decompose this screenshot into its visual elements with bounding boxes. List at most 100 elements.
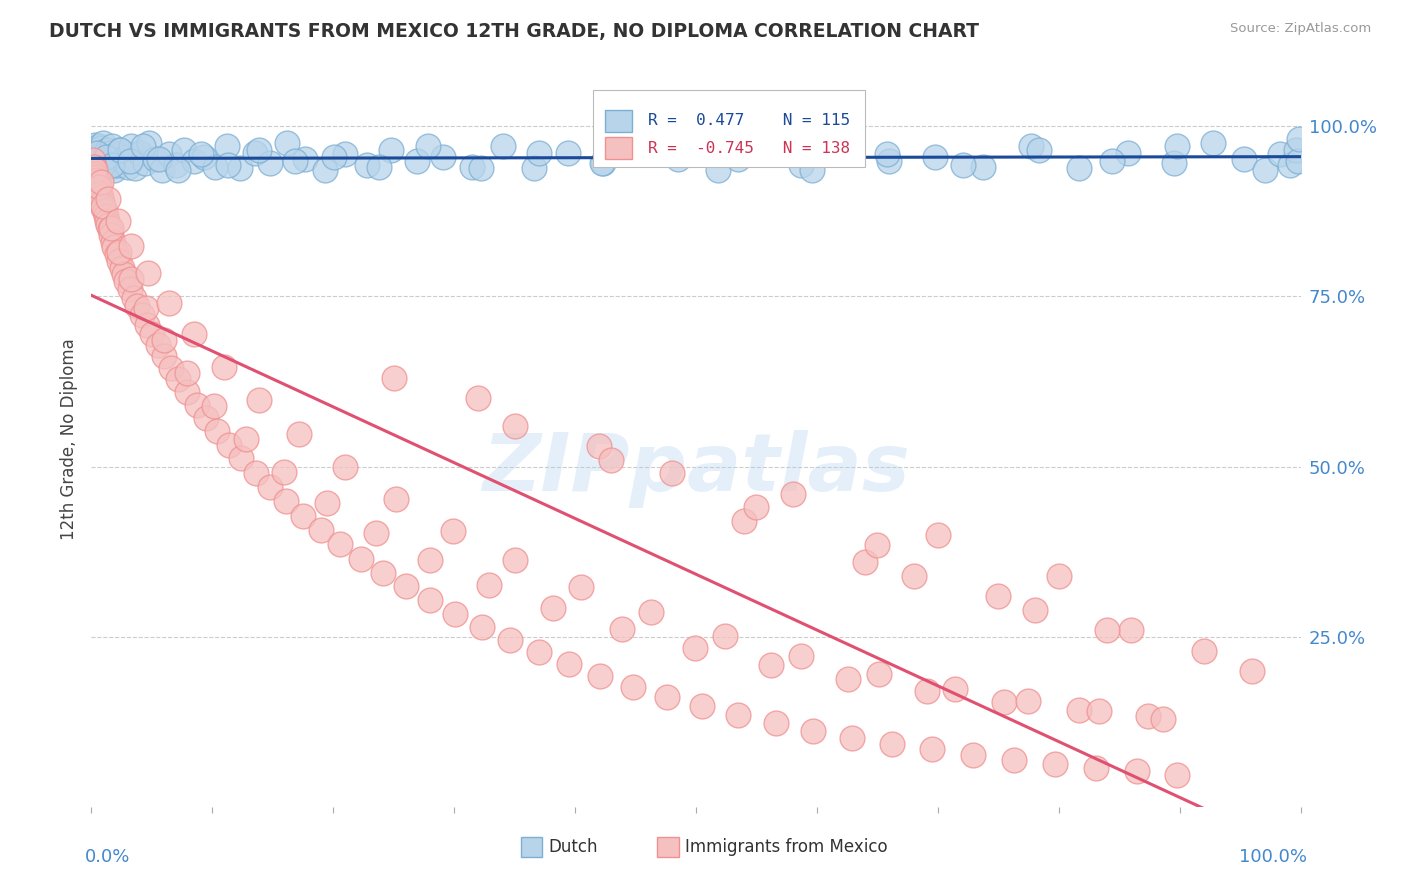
Point (134, 156, 156, 170)
Point (921, 742, 943, 756)
Point (94, 149, 117, 163)
Point (218, 438, 240, 452)
Point (202, 399, 225, 413)
Point (111, 154, 134, 169)
Point (103, 163, 125, 178)
Point (84, 169, 107, 184)
Point (972, 160, 994, 174)
Point (853, 555, 876, 569)
Point (441, 524, 464, 538)
Point (314, 163, 336, 178)
Point (591, 156, 613, 170)
Point (87, 180, 110, 194)
Point (1116, 146, 1139, 161)
Point (157, 147, 180, 161)
Point (150, 163, 173, 178)
Point (82, 153, 104, 167)
Point (1024, 602, 1046, 616)
Point (467, 392, 489, 406)
Point (82, 149, 104, 163)
Point (503, 553, 526, 567)
Point (329, 537, 352, 551)
Point (153, 349, 176, 363)
Point (108, 244, 131, 259)
Point (461, 160, 484, 174)
Point (84, 156, 107, 170)
Point (323, 149, 346, 163)
Point (153, 333, 176, 347)
Point (866, 538, 889, 552)
Point (132, 139, 155, 153)
Point (1018, 694, 1040, 708)
Point (491, 139, 513, 153)
Point (276, 136, 298, 150)
Point (943, 681, 966, 696)
Point (628, 136, 651, 150)
Point (94, 160, 117, 174)
Point (1121, 623, 1143, 637)
Point (1202, 136, 1225, 150)
Bar (657, 837, 679, 857)
Point (952, 158, 974, 172)
Point (471, 620, 494, 634)
Point (145, 152, 167, 166)
Point (84, 167, 107, 181)
Point (405, 154, 427, 169)
Point (841, 731, 863, 745)
Point (120, 139, 142, 153)
Point (1278, 158, 1301, 172)
Point (136, 266, 159, 280)
Point (801, 163, 824, 178)
Point (86, 145, 108, 159)
Text: DUTCH VS IMMIGRANTS FROM MEXICO 12TH GRADE, NO DIPLOMA CORRELATION CHART: DUTCH VS IMMIGRANTS FROM MEXICO 12TH GRA… (49, 22, 979, 41)
Point (1002, 753, 1025, 767)
Bar (605, 137, 631, 160)
Point (727, 152, 749, 166)
Point (107, 158, 129, 172)
Text: ZIPpatlas: ZIPpatlas (482, 430, 910, 508)
Point (523, 161, 546, 175)
Point (621, 680, 644, 694)
Point (148, 152, 170, 166)
Point (543, 601, 565, 615)
Point (110, 143, 132, 157)
Point (83, 143, 105, 157)
Point (380, 143, 402, 157)
Point (84, 163, 107, 178)
Point (782, 487, 804, 501)
Point (157, 296, 180, 310)
Point (120, 272, 142, 286)
Point (120, 154, 142, 169)
Point (83, 154, 105, 169)
Point (837, 672, 859, 686)
Point (727, 708, 749, 723)
Point (89, 149, 111, 163)
Point (105, 247, 128, 261)
Point (876, 147, 898, 161)
Point (557, 146, 579, 161)
Point (120, 239, 142, 253)
Point (382, 371, 405, 385)
Point (204, 160, 226, 174)
Point (101, 158, 124, 172)
Point (640, 606, 662, 620)
Point (167, 163, 190, 178)
Point (86, 156, 108, 170)
Point (214, 360, 236, 375)
Point (1166, 139, 1188, 153)
Point (117, 160, 139, 174)
Point (90, 141, 112, 155)
Point (790, 648, 813, 663)
Point (569, 580, 592, 594)
Point (100, 221, 122, 235)
Point (291, 508, 314, 523)
Point (1285, 143, 1308, 157)
Point (419, 593, 441, 607)
Point (690, 699, 713, 714)
Point (100, 156, 122, 170)
Point (1233, 152, 1256, 166)
Point (790, 158, 813, 172)
Point (592, 156, 614, 170)
Point (84, 160, 107, 174)
Point (419, 553, 441, 567)
